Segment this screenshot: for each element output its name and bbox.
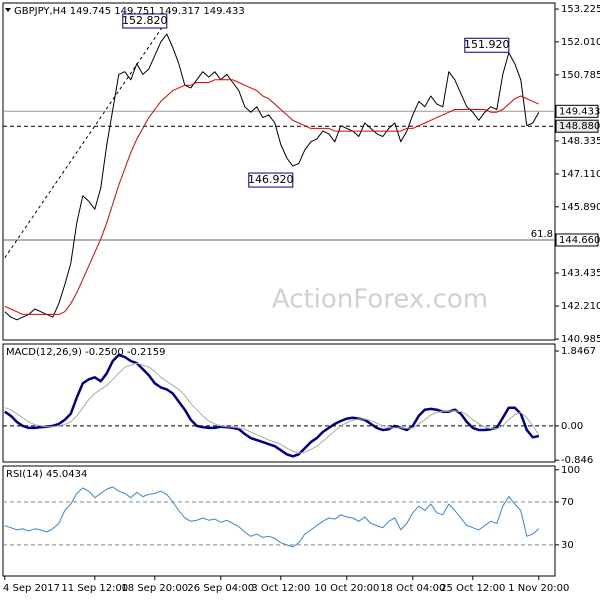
- x-tick-label: 11 Sep 12:00: [61, 583, 128, 594]
- series-line: [4, 362, 540, 454]
- annotation-box: [464, 37, 510, 53]
- annotation-box: [248, 172, 294, 188]
- x-tick-label: 25 Oct 12:00: [440, 583, 505, 594]
- y-tick-label: 140.985: [561, 334, 600, 345]
- annotation-label: 152.820: [122, 14, 168, 27]
- panel-frame: [2, 465, 556, 577]
- y-tick-label: 148.335: [561, 136, 600, 147]
- y-tick-label: 147.110: [561, 169, 600, 180]
- y-tick-label: 152.010: [561, 37, 600, 48]
- x-tick-label: 18 Oct 04:00: [380, 583, 445, 594]
- panel-title: RSI(14) 45.0434: [6, 469, 87, 480]
- y-tick-label: 143.435: [561, 268, 600, 279]
- annotation-label: 151.920: [464, 38, 510, 51]
- series-line: [4, 486, 540, 548]
- x-tick-label: 3 Oct 12:00: [251, 583, 310, 594]
- h-line-label: 149.433: [559, 106, 600, 117]
- h-line-label-box: [555, 119, 599, 133]
- y-tick-label: -0.846: [561, 455, 593, 466]
- h-line-note: 61.8: [531, 229, 553, 240]
- h-line-label-box: [555, 233, 599, 247]
- y-tick-label: 70: [561, 497, 574, 508]
- panel-title: MACD(12,26,9) -0.2500 -0.2159: [6, 347, 166, 358]
- h-line-label: 144.660: [559, 235, 600, 246]
- x-tick-label: 10 Oct 20:00: [314, 583, 379, 594]
- y-tick-label: 153.225: [561, 4, 600, 15]
- y-tick-label: 0.00: [561, 421, 583, 432]
- series-line: [4, 33, 540, 321]
- y-tick-label: 150.785: [561, 70, 600, 81]
- panel-frame: [2, 343, 556, 463]
- y-tick-label: 30: [561, 540, 574, 551]
- annotation-label: 146.920: [248, 173, 294, 186]
- x-tick-label: 4 Sep 2017: [3, 583, 60, 594]
- x-tick-label: 18 Sep 20:00: [121, 583, 188, 594]
- title-icon: [5, 8, 11, 12]
- y-tick-label: 100: [561, 465, 580, 476]
- y-tick-label: 1.8467: [561, 346, 596, 357]
- h-line-label: 148.880: [559, 121, 600, 132]
- series-line: [4, 79, 540, 315]
- annotation-box: [122, 13, 168, 29]
- y-tick-label: 142.210: [561, 301, 600, 312]
- h-line-label-box: [555, 104, 599, 118]
- x-tick-label: 1 Nov 20:00: [508, 583, 569, 594]
- x-tick-label: 26 Sep 04:00: [187, 583, 254, 594]
- panel-frame: [2, 2, 556, 341]
- watermark: ActionForex.com: [272, 285, 488, 315]
- y-tick-label: 145.890: [561, 202, 600, 213]
- panel-title: GBPJPY,H4 149.745 149.751 149.317 149.43…: [14, 6, 245, 17]
